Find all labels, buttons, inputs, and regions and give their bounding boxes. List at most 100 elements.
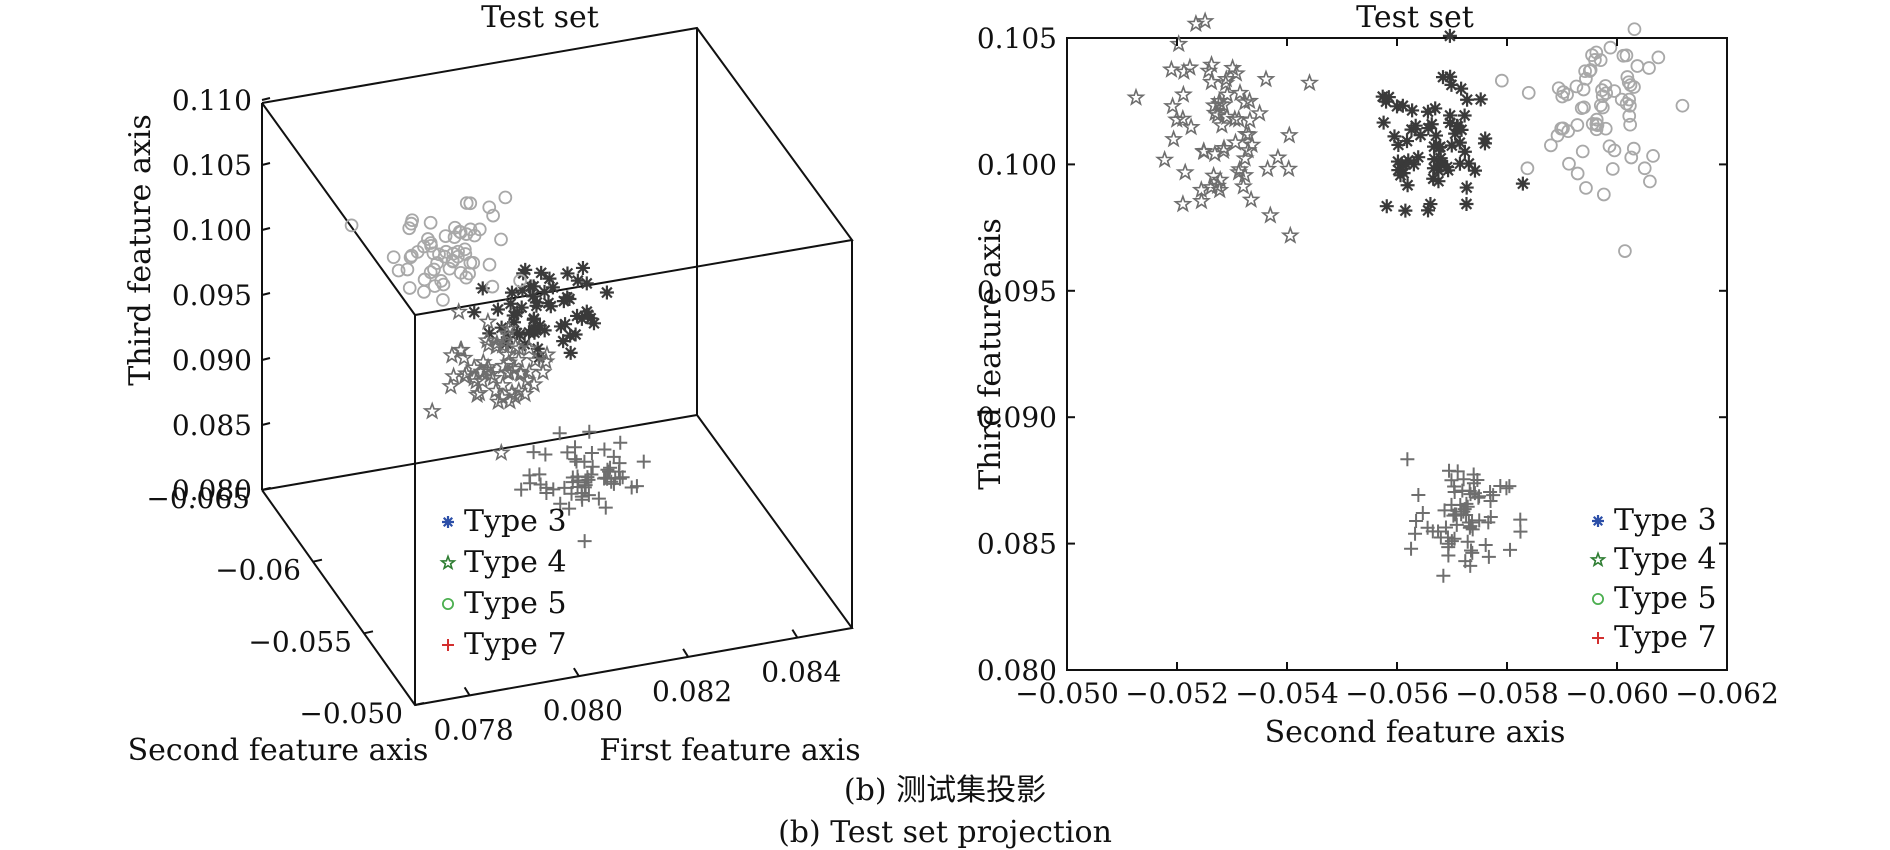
data-point bbox=[1452, 156, 1467, 171]
data-point bbox=[1570, 118, 1585, 132]
data-point bbox=[417, 285, 431, 299]
data-point bbox=[1431, 174, 1446, 189]
data-point bbox=[1550, 128, 1565, 143]
x-tick-label: −0.060 bbox=[1565, 677, 1669, 710]
data-point bbox=[1421, 121, 1436, 136]
chart2d-series-type-7 bbox=[1400, 452, 1528, 583]
plus-marker-icon bbox=[1592, 632, 1604, 644]
data-point bbox=[581, 472, 596, 487]
x-tick-label: 0.082 bbox=[652, 675, 732, 708]
chart2d-series-type-5 bbox=[1494, 22, 1690, 258]
data-point bbox=[600, 462, 615, 477]
data-point bbox=[636, 454, 651, 469]
data-point bbox=[1481, 549, 1496, 564]
data-point bbox=[1457, 502, 1472, 517]
data-point bbox=[1589, 117, 1604, 131]
data-point bbox=[464, 357, 484, 376]
x-tick-label: −0.054 bbox=[1235, 677, 1339, 710]
data-point bbox=[612, 456, 627, 471]
chart3d-legend: Type 3 Type 4 Type 5 Type 7 bbox=[439, 504, 567, 662]
data-point bbox=[613, 435, 628, 450]
data-point bbox=[1181, 117, 1201, 136]
chart3d-series-type-5 bbox=[344, 190, 527, 307]
data-point bbox=[1444, 534, 1459, 549]
data-point bbox=[1605, 162, 1620, 176]
data-point bbox=[1381, 90, 1396, 105]
x-tick-label: 0.084 bbox=[761, 656, 841, 689]
data-point bbox=[1400, 452, 1415, 467]
data-point bbox=[1589, 112, 1604, 127]
data-point bbox=[525, 350, 545, 369]
data-point bbox=[1457, 108, 1472, 123]
data-point bbox=[1268, 147, 1288, 166]
data-point bbox=[1204, 95, 1224, 114]
data-point bbox=[434, 274, 448, 288]
z-tick-label: 0.110 bbox=[172, 84, 252, 117]
z-tick-mark bbox=[261, 227, 271, 231]
data-point bbox=[481, 364, 501, 383]
data-point bbox=[485, 279, 500, 294]
data-point bbox=[1464, 543, 1479, 558]
data-point bbox=[1471, 490, 1486, 505]
data-point bbox=[1429, 128, 1444, 143]
data-point bbox=[1486, 488, 1501, 503]
legend-label: Type 7 bbox=[464, 627, 567, 662]
data-point bbox=[1235, 92, 1255, 111]
data-point bbox=[386, 250, 401, 265]
data-point bbox=[580, 470, 595, 485]
data-point bbox=[1441, 540, 1456, 555]
data-point bbox=[533, 362, 553, 381]
y-tick-label: 0.095 bbox=[977, 275, 1057, 308]
data-point bbox=[523, 476, 538, 491]
chart3d-title: Test set bbox=[481, 0, 599, 35]
data-point bbox=[539, 480, 554, 495]
y-tick-label: 0.080 bbox=[977, 654, 1057, 687]
data-point bbox=[512, 327, 527, 342]
data-point bbox=[537, 284, 552, 299]
data-point bbox=[400, 262, 415, 277]
data-point bbox=[1460, 499, 1475, 514]
legend-label: Type 3 bbox=[1614, 503, 1717, 538]
data-point bbox=[515, 384, 535, 403]
z-tick-label: 0.090 bbox=[172, 344, 252, 377]
data-point bbox=[1126, 87, 1146, 106]
data-point bbox=[1446, 508, 1461, 523]
data-point bbox=[1454, 122, 1469, 137]
data-point bbox=[499, 318, 519, 337]
data-point bbox=[427, 262, 441, 277]
data-point bbox=[1164, 129, 1184, 148]
data-point bbox=[1466, 476, 1481, 491]
data-point bbox=[450, 340, 471, 359]
legend-item-type-4: Type 4 bbox=[439, 545, 567, 580]
data-point bbox=[509, 350, 529, 369]
data-point bbox=[577, 534, 592, 549]
data-point bbox=[1502, 479, 1517, 494]
data-point bbox=[1230, 82, 1250, 102]
data-point bbox=[1421, 203, 1436, 218]
data-point bbox=[1195, 11, 1215, 30]
data-point bbox=[1499, 481, 1514, 496]
data-point bbox=[1620, 70, 1635, 84]
data-point bbox=[467, 228, 482, 243]
data-point bbox=[569, 454, 584, 469]
data-point bbox=[514, 482, 529, 497]
data-point bbox=[1258, 159, 1278, 178]
data-point bbox=[463, 196, 478, 211]
data-point bbox=[486, 336, 506, 355]
z-tick-label: 0.105 bbox=[172, 149, 252, 182]
data-point bbox=[526, 312, 541, 327]
data-point bbox=[532, 318, 547, 333]
chart2d-xlabel: Second feature axis bbox=[1265, 715, 1566, 750]
chart2d-x-ticks: −0.050 −0.052 −0.054 −0.056 −0.058 −0.060 −0.0… bbox=[1015, 38, 1779, 710]
data-point bbox=[503, 296, 518, 311]
data-point bbox=[1431, 163, 1446, 178]
data-point bbox=[1562, 156, 1576, 171]
data-point bbox=[1515, 176, 1530, 191]
chart3d-series-type-4 bbox=[422, 301, 557, 461]
data-point bbox=[568, 440, 583, 455]
data-point bbox=[442, 261, 457, 276]
data-point bbox=[458, 242, 472, 257]
y-tick-label: −0.055 bbox=[248, 625, 352, 658]
y-tick-label: 0.105 bbox=[977, 22, 1057, 55]
data-point bbox=[606, 449, 621, 464]
